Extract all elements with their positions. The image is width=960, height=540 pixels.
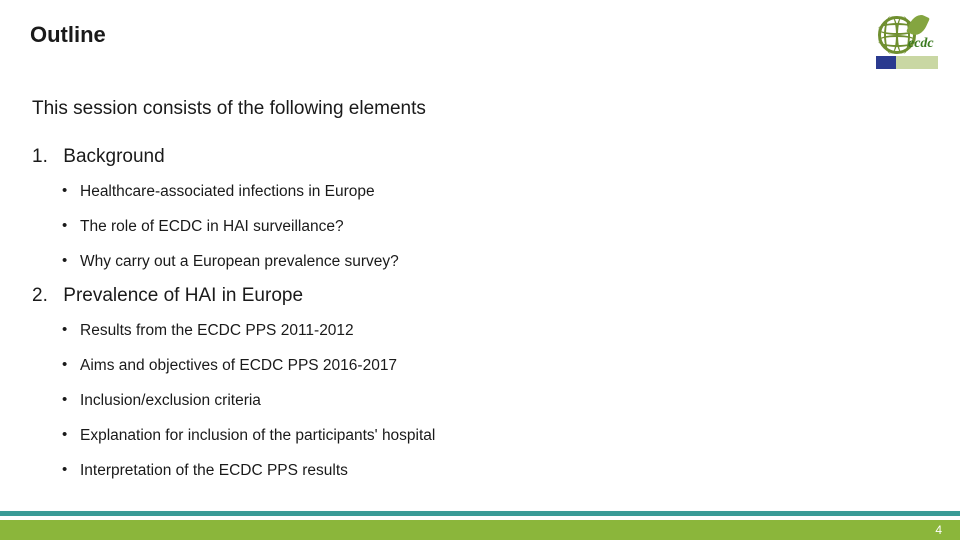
section-1-bullets: Healthcare-associated infections in Euro…: [80, 174, 920, 279]
list-item: Healthcare-associated infections in Euro…: [80, 174, 920, 209]
list-item: Results from the ECDC PPS 2011-2012: [80, 313, 920, 348]
intro-text: This session consists of the following e…: [32, 98, 426, 120]
ecdc-logo: ecdc: [866, 14, 938, 70]
footer: 4: [0, 508, 960, 540]
page-number: 4: [935, 523, 942, 537]
list-item: Explanation for inclusion of the partici…: [80, 418, 920, 453]
eu-bar: [896, 56, 938, 69]
list-item: Why carry out a European prevalence surv…: [80, 244, 920, 279]
list-item: Aims and objectives of ECDC PPS 2016-201…: [80, 348, 920, 383]
slide: Outline ecdc This session consists of th…: [0, 0, 960, 540]
footer-stripe-green: [0, 520, 960, 540]
section-1-title: Background: [63, 146, 164, 167]
eu-flag-icon: [876, 56, 896, 69]
section-2-title: Prevalence of HAI in Europe: [63, 285, 303, 306]
list-item: Interpretation of the ECDC PPS results: [80, 453, 920, 488]
section-1-header: 1. Background: [32, 146, 920, 168]
section-1-number: 1.: [32, 146, 58, 168]
section-2-number: 2.: [32, 285, 58, 307]
list-item: The role of ECDC in HAI surveillance?: [80, 209, 920, 244]
list-item: Inclusion/exclusion criteria: [80, 383, 920, 418]
content-area: 1. Background Healthcare-associated infe…: [32, 140, 920, 494]
section-2-header: 2. Prevalence of HAI in Europe: [32, 285, 920, 307]
slide-title: Outline: [30, 22, 106, 48]
section-2-bullets: Results from the ECDC PPS 2011-2012 Aims…: [80, 313, 920, 488]
logo-text: ecdc: [908, 36, 934, 52]
